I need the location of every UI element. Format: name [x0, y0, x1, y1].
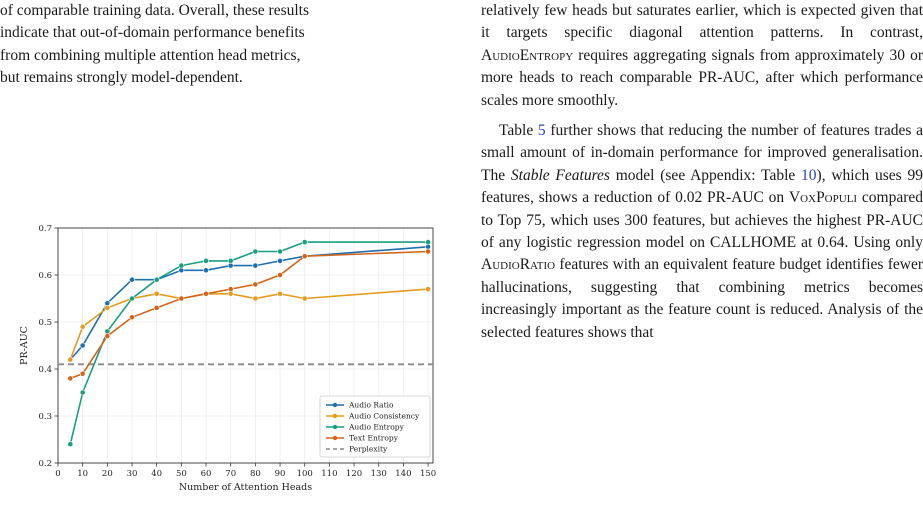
text-run: features with an equivalent feature budg…	[481, 256, 923, 341]
left-column: of comparable training data. Overall, th…	[0, 0, 447, 493]
y-tick-label: 0.6	[38, 271, 52, 281]
data-point	[129, 314, 135, 321]
x-tick-label: 140	[395, 469, 411, 479]
right-paragraph-2: Table 5 further shows that reducing the …	[481, 120, 923, 344]
y-tick-label: 0.2	[38, 459, 52, 469]
data-point	[178, 262, 185, 269]
data-point	[425, 248, 431, 255]
legend-label: Text Entropy	[349, 434, 399, 443]
y-tick-label: 0.7	[38, 224, 52, 234]
data-point	[104, 333, 111, 339]
data-point	[153, 305, 160, 311]
reference-link[interactable]: 10	[801, 166, 817, 184]
legend-label: Audio Ratio	[348, 401, 394, 410]
data-point	[425, 239, 431, 245]
legend-marker	[332, 435, 338, 441]
plot-frame	[57, 227, 434, 464]
data-point	[203, 267, 209, 274]
legend-label: Perplexity	[349, 445, 388, 454]
data-point	[67, 375, 74, 382]
data-point	[277, 290, 283, 297]
data-point	[301, 253, 308, 260]
emphasis-text: Stable Features	[510, 166, 610, 184]
data-point	[227, 258, 234, 264]
data-point	[301, 239, 308, 245]
y-axis-label: PR-AUC	[19, 326, 30, 365]
data-point	[277, 258, 283, 264]
legend-marker	[332, 413, 338, 419]
data-point	[203, 258, 209, 264]
data-point	[79, 370, 86, 377]
left-line: from combining multiple attention head m…	[0, 46, 301, 64]
data-point	[104, 305, 111, 311]
data-point	[79, 342, 86, 349]
data-point	[178, 295, 185, 302]
x-tick-label: 40	[151, 469, 162, 479]
series-line	[69, 246, 429, 361]
data-point	[277, 272, 283, 278]
legend-marker	[332, 424, 338, 430]
data-point	[67, 356, 74, 363]
x-tick-label: 0	[55, 469, 60, 479]
method-name: AudioRatio	[481, 256, 556, 274]
reference-link[interactable]: 5	[537, 122, 546, 140]
x-tick-label: 110	[321, 469, 337, 479]
text-run: ), which uses 99 features, shows a reduc…	[481, 166, 923, 207]
x-tick-label: 70	[225, 469, 236, 479]
text-run: relatively few heads but saturates earli…	[481, 2, 923, 42]
x-tick-label: 10	[77, 469, 88, 479]
data-point	[203, 290, 209, 297]
legend-label: Audio Consistency	[348, 412, 420, 421]
y-tick-label: 0.4	[38, 365, 52, 375]
method-name: VoxPopuli	[788, 189, 858, 207]
text-run: Table	[499, 122, 538, 140]
data-point	[129, 276, 135, 283]
x-tick-label: 50	[176, 469, 187, 479]
data-point	[129, 295, 135, 302]
x-tick-label: 150	[420, 469, 436, 479]
data-point	[277, 248, 283, 255]
text-run: further shows that reducing the number o…	[481, 122, 923, 184]
method-name: AudioEntropy	[481, 46, 574, 64]
data-point	[79, 389, 86, 396]
y-tick-label: 0.3	[38, 412, 52, 422]
data-point	[301, 295, 308, 302]
legend-box	[319, 395, 431, 458]
data-point	[227, 286, 234, 292]
data-point	[425, 286, 431, 292]
left-line: indicate that out-of-domain performance …	[0, 24, 305, 42]
y-tick-label: 0.5	[38, 318, 52, 328]
x-tick-label: 100	[297, 469, 313, 479]
data-point	[252, 248, 259, 255]
data-point	[252, 295, 259, 302]
x-tick-label: 30	[127, 469, 138, 479]
legend-marker	[332, 402, 338, 408]
text-run: compared to Top 75, which uses 300 featu…	[481, 189, 923, 252]
right-column: relatively few heads but saturates earli…	[481, 0, 923, 344]
x-tick-label: 80	[250, 469, 261, 479]
text-run: requires aggregating signals from approx…	[481, 46, 923, 109]
x-axis-label: Number of Attention Heads	[179, 482, 312, 493]
data-point	[153, 276, 160, 283]
x-tick-label: 130	[371, 469, 387, 479]
data-point	[79, 323, 86, 330]
text-run: model (see Appendix: Table	[609, 166, 802, 184]
series-line	[70, 250, 429, 380]
x-tick-label: 20	[102, 469, 113, 479]
left-line: of comparable training data. Overall, th…	[0, 2, 310, 19]
x-tick-label: 90	[275, 469, 286, 479]
right-paragraph-1: relatively few heads but saturates earli…	[481, 0, 923, 112]
data-point	[153, 290, 160, 297]
legend-label: Audio Entropy	[348, 423, 405, 432]
data-point	[252, 281, 259, 288]
left-paragraph: of comparable training data. Overall, th…	[0, 0, 447, 90]
figure-pr-auc-chart: 0 10 20 30 40 50 60 70 80 90 100 110 120 130 140 150 0.2…	[0, 210, 447, 510]
left-line: but remains strongly model-dependent.	[0, 69, 243, 87]
data-point	[67, 441, 74, 448]
x-tick-label: 120	[346, 469, 362, 479]
x-tick-label: 60	[201, 469, 212, 479]
data-point	[252, 262, 259, 269]
line-chart: 0 10 20 30 40 50 60 70 80 90 100 110 120 130 140 150 0.2…	[19, 224, 436, 493]
